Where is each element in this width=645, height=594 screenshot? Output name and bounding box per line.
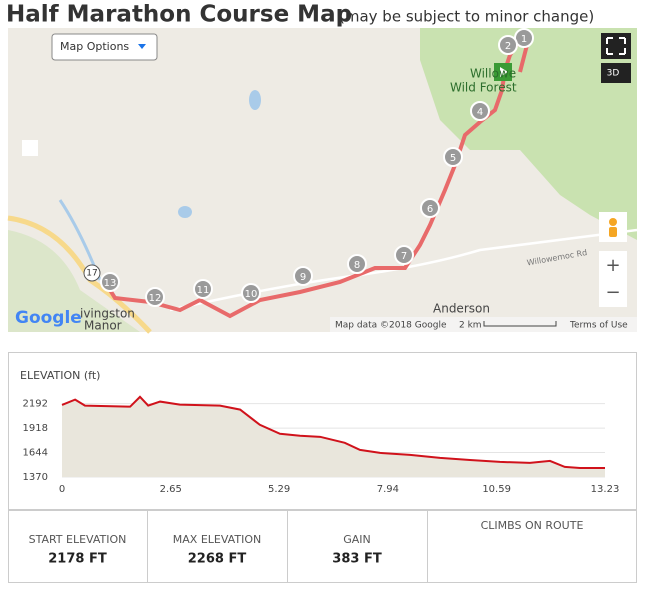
lake (249, 90, 261, 110)
y-tick-label: 1370 (23, 472, 48, 483)
course-marker-label: 7 (401, 251, 407, 262)
road (169, 228, 638, 312)
course-marker (347, 254, 367, 274)
course-marker-label: 5 (450, 153, 456, 164)
course-marker-label: 12 (149, 293, 162, 304)
elevation-chart: 1370 1644 1918 2192 0 2.65 5.29 7.94 10.59 13.23 (23, 395, 620, 495)
google-logo: Google (15, 308, 82, 328)
course-marker (100, 272, 120, 292)
layer-button[interactable] (22, 140, 38, 156)
course-marker (498, 35, 518, 55)
x-tick-label: 7.94 (377, 484, 399, 495)
pegman (609, 227, 617, 237)
x-tick-label: 13.23 (591, 484, 620, 495)
stat-value: 2268 FT (188, 552, 247, 567)
stat-value: 2178 FT (48, 552, 107, 567)
zoom-out[interactable]: − (605, 282, 620, 303)
y-tick-label: 2192 (23, 399, 48, 410)
elevation-line (61, 395, 605, 469)
pegman (609, 218, 617, 226)
zoom-in[interactable]: + (605, 255, 620, 276)
course-marker (470, 101, 490, 121)
fullscreen-icon (606, 37, 626, 55)
chart-title: ELEVATION (ft) (20, 369, 100, 382)
course-marker-label: 10 (245, 289, 258, 300)
y-tick-label: 1644 (23, 448, 48, 459)
course-marker-label: 11 (197, 285, 210, 296)
course-marker-label: 9 (300, 272, 306, 283)
page-subtitle: (may be subject to minor change) (339, 8, 594, 26)
course-marker-label: 1 (521, 34, 527, 45)
terms-link[interactable]: Terms of Use (569, 321, 628, 331)
course-marker-label: 8 (354, 260, 360, 271)
course-marker-label: 4 (477, 107, 483, 118)
course-marker (420, 198, 440, 218)
stats-panel (8, 510, 637, 583)
course-marker (443, 147, 463, 167)
view-3d-label[interactable]: 3D (607, 69, 620, 79)
place-label: Anderson (433, 302, 490, 316)
course-marker-label: 6 (427, 204, 433, 215)
x-tick-label: 0 (59, 484, 65, 495)
course-marker-label: 13 (104, 278, 117, 289)
map-scale: 2 km (459, 321, 482, 331)
course-marker (241, 283, 261, 303)
course-marker (293, 266, 313, 286)
forest-area (8, 230, 140, 332)
x-tick-label: 2.65 (160, 484, 182, 495)
attribution: Map data ©2018 Google (335, 321, 447, 331)
stat-label: CLIMBS ON ROUTE (481, 519, 584, 532)
stat-label: GAIN (343, 533, 371, 546)
y-tick-label: 1918 (23, 423, 48, 434)
fullscreen-button[interactable] (601, 33, 631, 59)
dropdown-arrow (138, 44, 146, 49)
map-options-label[interactable]: Map Options (60, 40, 129, 53)
course-marker (145, 287, 165, 307)
stat-label: MAX ELEVATION (173, 533, 261, 546)
scale-bar (483, 321, 557, 327)
lake (178, 206, 192, 218)
place-label: Wild Forest (450, 81, 517, 95)
stats-row: START ELEVATION 2178 FT MAX ELEVATION 2268 … (29, 511, 584, 582)
view-3d-button[interactable] (601, 63, 631, 83)
zoom-control (599, 251, 627, 307)
start-flag-icon (500, 67, 508, 77)
place-label: Willowe (470, 67, 516, 81)
course-marker-label: 2 (505, 41, 511, 52)
stat-value: 383 FT (332, 552, 382, 567)
route-shield-label: 17 (86, 269, 97, 279)
route-shield (83, 264, 101, 282)
place-label: Manor (84, 319, 122, 333)
course-marker (394, 245, 414, 265)
place-label: ivingston (80, 307, 135, 321)
map-options-button[interactable] (51, 33, 158, 61)
forest-area (420, 28, 637, 240)
x-tick-label: 10.59 (482, 484, 511, 495)
page-title: Half Marathon Course Map (6, 2, 352, 28)
stat-label: START ELEVATION (29, 533, 127, 546)
x-tick-label: 5.29 (268, 484, 290, 495)
course-marker (193, 279, 213, 299)
elevation-area (62, 396, 605, 477)
